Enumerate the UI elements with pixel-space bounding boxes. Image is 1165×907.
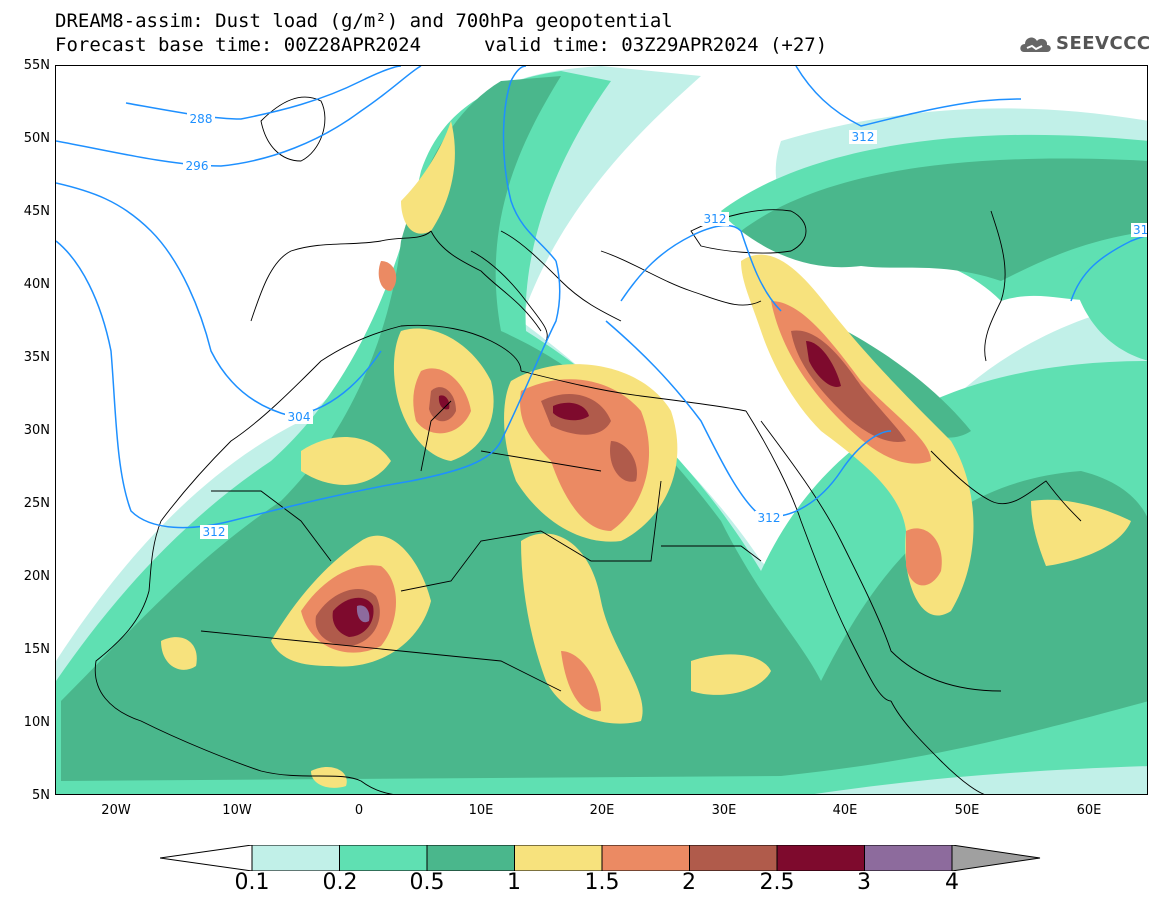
colorbar-label: 4 <box>945 870 959 895</box>
lon-label: 30E <box>711 803 737 818</box>
colorbar-cell <box>339 845 428 871</box>
lat-label: 25N <box>23 496 50 511</box>
lat-label: 5N <box>32 788 50 803</box>
lat-label: 30N <box>23 423 50 438</box>
colorbar-cell <box>776 845 865 871</box>
cloud-icon <box>1020 37 1051 52</box>
colorbar-label: 2.5 <box>759 870 795 895</box>
lon-label: 50E <box>954 803 980 818</box>
logo-text: SEEVCCC <box>1056 32 1151 54</box>
contour-label: 312 <box>852 130 875 144</box>
colorbar-cell <box>689 845 778 871</box>
colorbar-label: 0.5 <box>409 870 445 895</box>
colorbar-cell <box>864 845 953 871</box>
lon-label: 20W <box>101 803 131 818</box>
contour-label: 296 <box>186 159 209 173</box>
contour-label: 312 <box>1133 223 1148 237</box>
lat-label: 35N <box>23 350 50 365</box>
lat-label: 40N <box>23 277 50 292</box>
colorbar-low-arrow <box>160 845 253 871</box>
dust-load-map: 288 296 304 312 312 312 312 312 <box>55 65 1148 795</box>
map-canvas: 288 296 304 312 312 312 312 312 <box>56 66 1148 794</box>
colorbar-cell <box>426 845 515 871</box>
lat-label: 20N <box>23 569 50 584</box>
colorbar-label: 1 <box>507 870 521 895</box>
colorbar-label: 3 <box>857 870 871 895</box>
coastlines <box>94 96 1082 794</box>
lon-label: 40E <box>832 803 858 818</box>
lon-label: 10W <box>222 803 252 818</box>
lat-label: 55N <box>23 58 50 73</box>
contour-label: 288 <box>190 112 213 126</box>
colorbar-label: 2 <box>682 870 696 895</box>
colorbar-high-arrow <box>951 845 1041 871</box>
seevccc-logo: SEEVCCC <box>1018 28 1151 58</box>
colorbar-cell <box>514 845 603 871</box>
colorbar-label: 0.2 <box>322 870 358 895</box>
lon-label: 20E <box>589 803 615 818</box>
lat-label: 15N <box>23 642 50 657</box>
contour-label: 304 <box>288 410 311 424</box>
contour-label-group: 288 296 304 312 312 312 312 312 <box>183 112 1148 539</box>
lon-label: 0 <box>354 803 364 818</box>
lat-label: 45N <box>23 204 50 219</box>
lat-label: 10N <box>23 715 50 730</box>
colorbar-cell <box>601 845 690 871</box>
colorbar-label: 1.5 <box>584 870 620 895</box>
lon-label: 60E <box>1076 803 1102 818</box>
colorbar-label: 0.1 <box>234 870 270 895</box>
valid-time: valid time: 03Z29APR2024 (+27) <box>484 34 828 56</box>
contour-label: 312 <box>203 525 226 539</box>
colorbar <box>160 845 1041 871</box>
forecast-base-time: Forecast base time: 00Z28APR2024 <box>55 34 422 56</box>
colorbar-cell <box>251 845 340 871</box>
lon-label: 10E <box>468 803 494 818</box>
map-title: DREAM8-assim: Dust load (g/m²) and 700hP… <box>55 10 673 32</box>
lat-label: 50N <box>23 131 50 146</box>
dust-layer-3 <box>356 605 370 623</box>
contour-label: 312 <box>758 511 781 525</box>
contour-label: 312 <box>704 212 727 226</box>
